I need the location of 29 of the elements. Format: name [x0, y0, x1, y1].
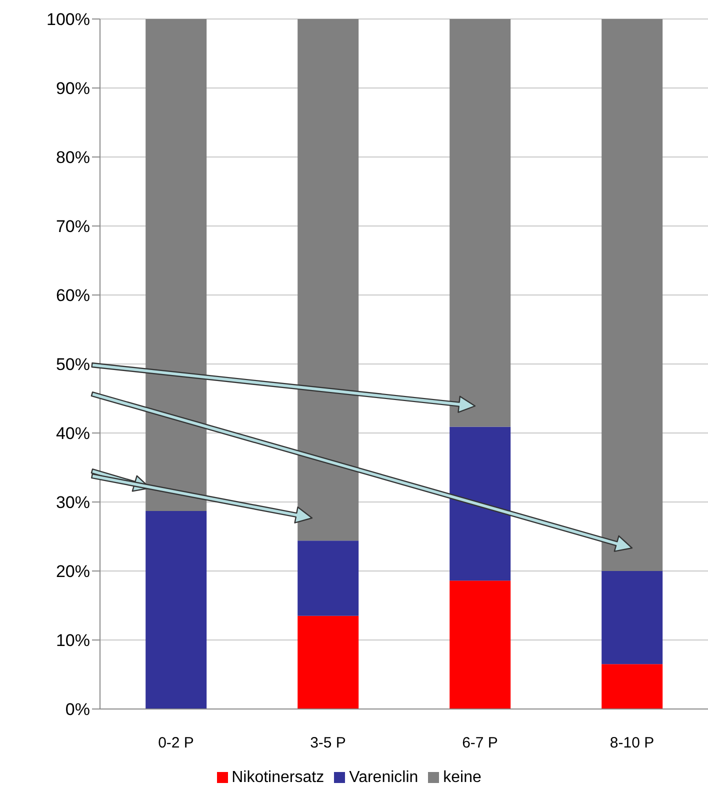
bar: [146, 510, 207, 709]
x-tick-label: 0-2 P: [158, 734, 194, 752]
y-tick-label: 20%: [56, 562, 90, 582]
bar: [602, 19, 663, 571]
y-tick-label: 10%: [56, 631, 90, 650]
legend-label: Vareniclin: [349, 769, 418, 786]
x-tick-label: 3-5 P: [310, 734, 346, 752]
y-tick-label: 70%: [56, 217, 90, 236]
y-tick-label: 60%: [56, 286, 90, 306]
bar: [450, 426, 511, 581]
bar: [450, 19, 511, 427]
y-tick-label: 100%: [46, 10, 90, 30]
bar: [298, 616, 359, 709]
x-tick-label: 6-7 P: [462, 734, 498, 752]
bar: [450, 580, 511, 709]
x-tick-label: 8-10 P: [610, 734, 654, 752]
y-tick-label: 50%: [56, 355, 90, 374]
bar: [298, 540, 359, 616]
y-tick-label: 30%: [56, 493, 90, 512]
y-tick-label: 0%: [65, 700, 90, 720]
bar: [602, 664, 663, 709]
bar: [298, 19, 359, 541]
bar: [146, 19, 207, 511]
bar: [602, 571, 663, 664]
legend-label: Nikotinersatz: [232, 769, 324, 786]
legend-label: keine: [443, 769, 482, 786]
y-tick-label: 90%: [56, 79, 90, 98]
y-tick-label: 40%: [56, 424, 90, 444]
y-tick-label: 80%: [56, 148, 90, 168]
